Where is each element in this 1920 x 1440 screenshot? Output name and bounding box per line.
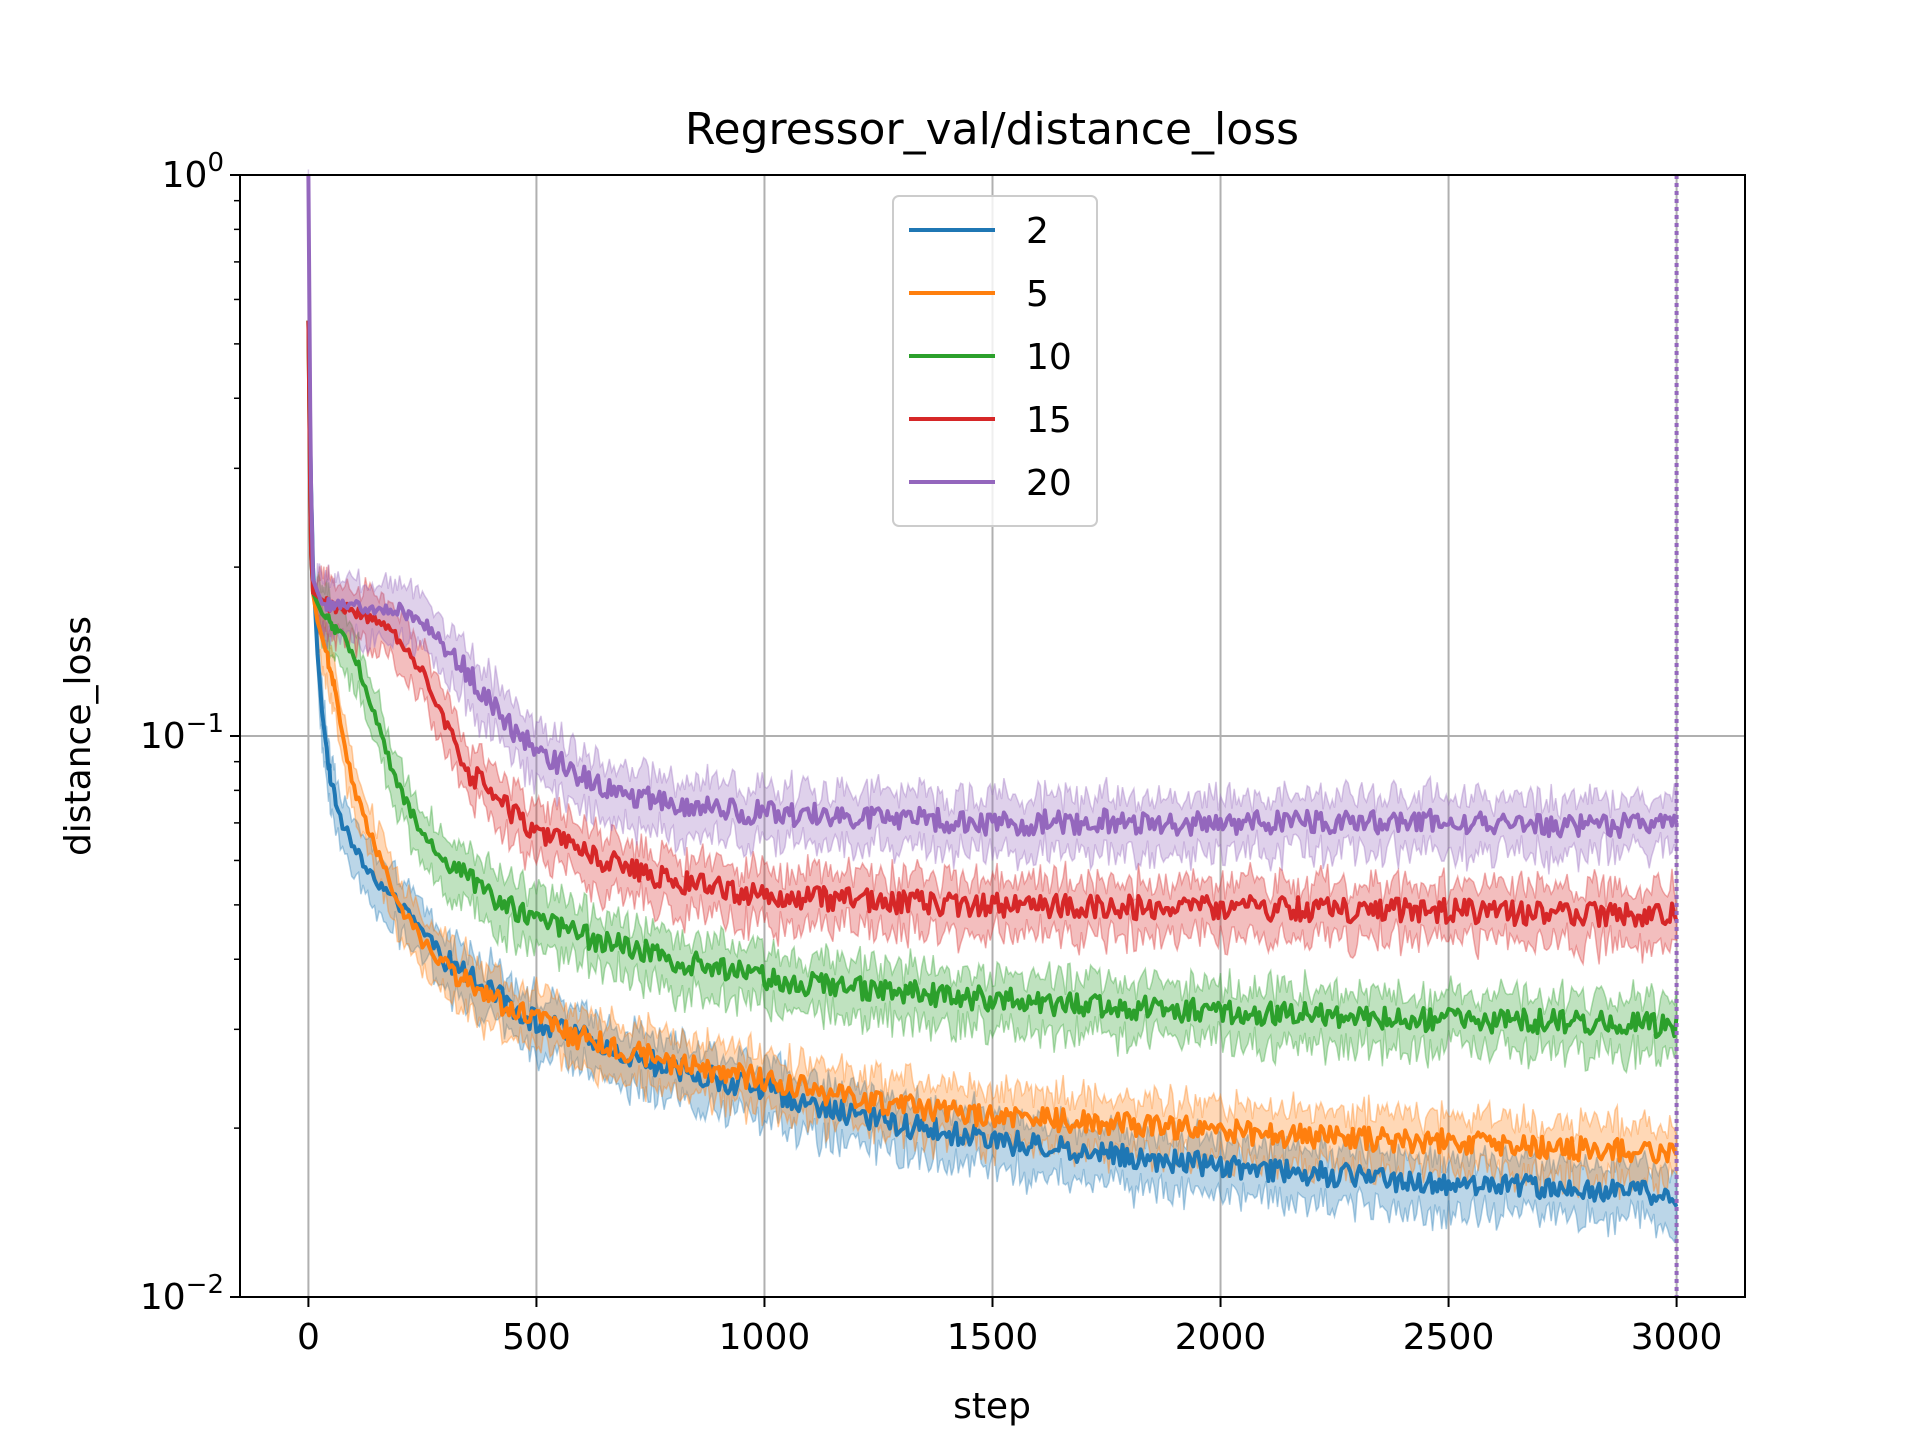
line-series-2: [306, 320, 1679, 1208]
series-lines: [306, 174, 1679, 1208]
x-axis-label: step: [953, 1386, 1031, 1427]
legend-label: 2: [1026, 211, 1049, 252]
x-tick-label: 2000: [1175, 1317, 1267, 1358]
x-tick-label: 500: [502, 1317, 571, 1358]
y-tick-label: 10−1: [140, 709, 224, 757]
legend-label: 5: [1026, 274, 1049, 315]
line-series-15: [306, 320, 1679, 928]
band-series-20: [307, 169, 1678, 875]
chart-title: Regressor_val/distance_loss: [685, 104, 1299, 155]
legend-label: 15: [1026, 400, 1072, 441]
x-tick-label: 1500: [947, 1317, 1039, 1358]
band-series-5: [307, 314, 1678, 1201]
y-axis-label: distance_loss: [58, 616, 99, 856]
x-tick-label: 0: [297, 1317, 320, 1358]
line-series-20: [306, 174, 1679, 839]
y-tick-label: 100: [162, 148, 224, 196]
y-axis-ticks: 10−2 10−1 100: [140, 148, 240, 1318]
legend-label: 10: [1026, 337, 1072, 378]
x-axis-ticks: 0 500 1000 1500 2000 2500 3000: [297, 1297, 1722, 1358]
x-tick-label: 1000: [719, 1317, 811, 1358]
x-tick-label: 3000: [1631, 1317, 1723, 1358]
legend-box: [892, 195, 1098, 527]
line-series-5: [306, 320, 1679, 1165]
legend-label: 20: [1026, 463, 1072, 504]
x-tick-label: 2500: [1403, 1317, 1495, 1358]
line-series-10: [306, 320, 1679, 1039]
band-series-15: [307, 317, 1678, 967]
legend: 2 5 10 15 20: [892, 195, 1098, 527]
y-tick-label: 10−2: [140, 1270, 224, 1318]
